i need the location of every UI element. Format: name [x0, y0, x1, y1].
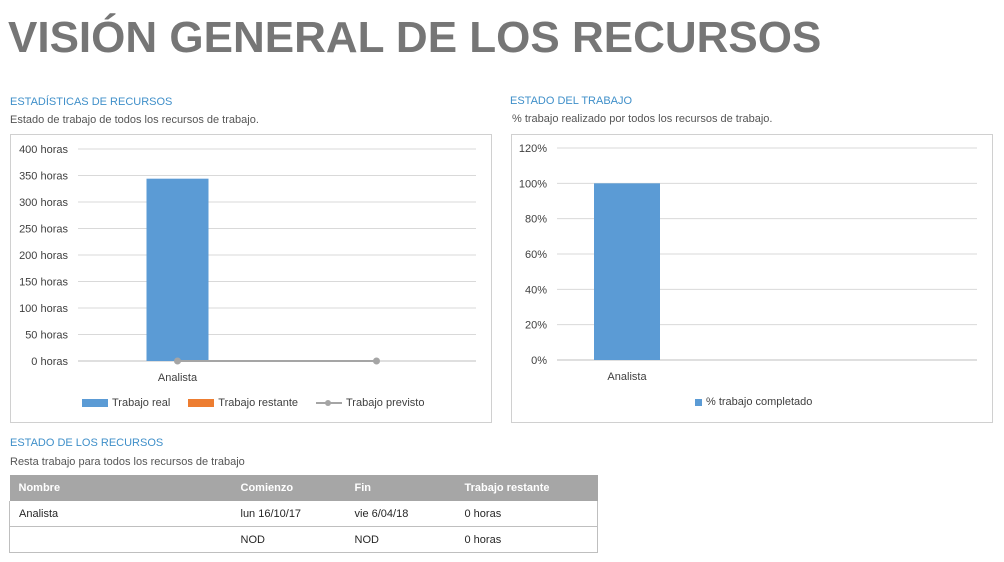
- legend-label-actual: Trabajo real: [112, 397, 171, 409]
- col-header-remaining: Trabajo restante: [455, 475, 598, 501]
- y-tick-label: 400 horas: [19, 144, 68, 156]
- legend-swatch-planned: [316, 399, 342, 407]
- y-tick-label: 0%: [531, 355, 547, 367]
- col-header-name: Nombre: [9, 475, 232, 501]
- work-status-plot: 0% 20% 40% 60% 80% 100% 120% Analista: [519, 143, 977, 383]
- cell-start: NOD: [231, 526, 346, 553]
- page-title: VISIÓN GENERAL DE LOS RECURSOS: [8, 13, 822, 62]
- resource-stats-title: ESTADÍSTICAS DE RECURSOS: [10, 96, 173, 108]
- work-status-chart: 0% 20% 40% 60% 80% 100% 120% Analista % trabajo…: [511, 134, 993, 423]
- y-tick-label: 350 horas: [19, 171, 68, 183]
- x-tick-label: Analista: [158, 372, 198, 384]
- legend-item-planned: Trabajo previsto: [316, 397, 424, 409]
- y-tick-label: 80%: [525, 214, 547, 226]
- legend-swatch-remaining: [188, 399, 215, 407]
- y-tick-label: 100%: [519, 178, 547, 190]
- y-tick-label: 20%: [525, 320, 547, 332]
- y-tick-label: 0 horas: [31, 356, 68, 368]
- resource-status-subtitle: Resta trabajo para todos los recursos de…: [10, 456, 245, 468]
- legend-swatch-actual: [82, 399, 108, 407]
- cell-start: lun 16/10/17: [231, 501, 346, 527]
- cell-remaining: 0 horas: [455, 501, 598, 527]
- work-status-title: ESTADO DEL TRABAJO: [510, 95, 633, 107]
- resource-stats-plot: 0 horas 50 horas 100 horas 150 horas 200 hor…: [19, 144, 476, 384]
- resource-stats-legend: Trabajo real Trabajo restante Trabajo pr…: [82, 397, 442, 409]
- y-tick-label: 250 horas: [19, 224, 68, 236]
- cell-name: [9, 526, 232, 553]
- y-tick-label: 150 horas: [19, 277, 68, 289]
- point-trabajo-previsto: [174, 357, 181, 365]
- col-header-end: Fin: [345, 475, 456, 501]
- y-tick-label: 300 horas: [19, 197, 68, 209]
- resource-status-title: ESTADO DE LOS RECURSOS: [10, 437, 164, 449]
- y-tick-label: 100 horas: [19, 303, 68, 315]
- x-tick-label: Analista: [607, 371, 647, 383]
- table-row: NOD NOD 0 horas: [9, 526, 598, 553]
- y-tick-label: 200 horas: [19, 250, 68, 262]
- cell-end: NOD: [345, 526, 456, 553]
- cell-name: Analista: [9, 501, 232, 527]
- bar--trabajo-completado: [594, 183, 660, 360]
- legend-swatch-completed: [695, 398, 702, 406]
- y-tick-label: 40%: [525, 284, 547, 296]
- legend-label-remaining: Trabajo restante: [218, 397, 298, 409]
- cell-remaining: 0 horas: [455, 526, 598, 553]
- table-row: Analista lun 16/10/17 vie 6/04/18 0 hora…: [9, 501, 598, 527]
- cell-end: vie 6/04/18: [345, 501, 456, 527]
- table-header-row: Nombre Comienzo Fin Trabajo restante: [9, 475, 598, 501]
- col-header-start: Comienzo: [231, 475, 346, 501]
- legend-item-completed: % trabajo completado: [695, 396, 812, 408]
- point-trabajo-previsto: [373, 357, 380, 365]
- y-tick-label: 50 horas: [25, 330, 68, 342]
- work-status-subtitle: % trabajo realizado por todos los recurs…: [512, 113, 773, 125]
- resource-status-table: Nombre Comienzo Fin Trabajo restante Ana…: [9, 475, 598, 553]
- legend-item-actual: Trabajo real: [82, 397, 170, 409]
- legend-item-remaining: Trabajo restante: [188, 397, 298, 409]
- y-tick-label: 120%: [519, 143, 547, 155]
- resource-stats-chart: 0 horas 50 horas 100 horas 150 horas 200 hor…: [10, 134, 492, 423]
- work-status-legend: % trabajo completado: [695, 396, 830, 408]
- bar-trabajo-real: [146, 178, 209, 361]
- legend-label-planned: Trabajo previsto: [346, 397, 425, 409]
- y-tick-label: 60%: [525, 249, 547, 261]
- legend-label-completed: % trabajo completado: [706, 396, 813, 408]
- resource-stats-subtitle: Estado de trabajo de todos los recursos …: [10, 114, 259, 126]
